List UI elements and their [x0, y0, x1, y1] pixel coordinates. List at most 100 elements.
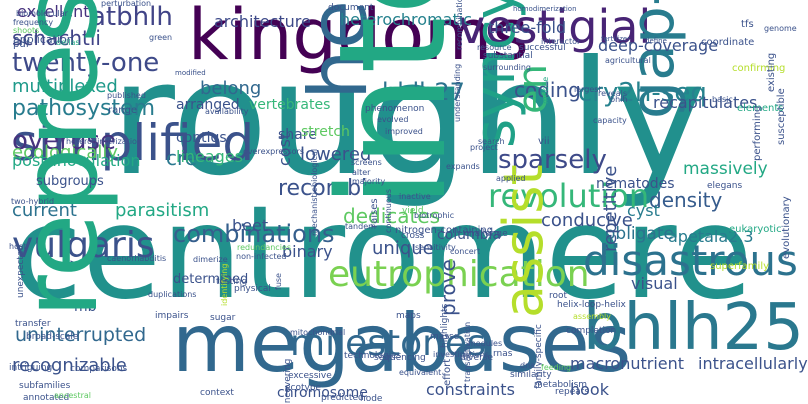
word-range: range	[108, 105, 138, 116]
word-host: host	[9, 242, 27, 251]
word-dellas: dellas	[56, 38, 80, 47]
word-perturbation: perturbation	[101, 0, 152, 8]
word-shoots: shoots	[13, 26, 40, 35]
word-cyst: cyst	[627, 201, 660, 220]
word-superfamily: superfamily	[710, 261, 770, 272]
word-applied: applied	[496, 174, 526, 183]
word-maps: maps	[396, 311, 421, 321]
word-assembly: assembly	[573, 312, 611, 321]
word-redundancies: redundancies	[237, 243, 292, 252]
word-impairs: impairs	[155, 311, 189, 321]
word-agricultural: agricultural	[605, 56, 651, 65]
word-reveals: reveals	[598, 89, 627, 98]
word-current: current	[12, 200, 77, 221]
word-helix-loop-helix: helix-loop-helix	[557, 300, 626, 310]
word-concert: concert	[450, 247, 481, 256]
word-constraints: constraints	[426, 380, 515, 399]
word-atbhlh: atbhlh	[90, 2, 173, 32]
word-inactive: inactive	[399, 192, 431, 201]
word-masse: masse	[430, 332, 460, 342]
word-columbia: columbia	[437, 227, 502, 243]
word-tfs: tfs	[741, 19, 754, 30]
word-elegans: elegans	[707, 181, 743, 191]
word-macronutrient: macronutrient	[570, 354, 685, 373]
word-vertebrates: vertebrates	[249, 97, 331, 113]
word-recapitulates: recapitulates	[653, 93, 758, 112]
word-confirming: confirming	[732, 63, 786, 74]
word-annotated: annotated	[23, 393, 70, 403]
word-arranged: arranged	[176, 97, 240, 113]
word-existing: existing	[766, 52, 777, 92]
word-pdf: pdf	[13, 39, 30, 50]
word-chromosome: chromosome	[277, 385, 368, 401]
word-basic: basic	[712, 95, 733, 104]
word-tandem: tandem	[345, 222, 376, 231]
word-post-inoculation: post-inoculation	[12, 151, 141, 170]
word-kingdoms: kingdoms	[188, 0, 529, 76]
word-repeats: repeats	[555, 387, 590, 397]
word-evolutionary: evolutionary	[781, 196, 792, 259]
word-vestigial: vestigial	[458, 0, 652, 54]
word-node: node	[360, 394, 383, 404]
word-beet: beet	[232, 216, 269, 235]
word-fuse: fuse	[274, 273, 283, 290]
word-architecture: architecture	[214, 12, 311, 31]
word-nitrogen-containing: nitrogen-containing	[395, 225, 494, 236]
word-surrounding: surrounding	[483, 63, 531, 72]
word-binary: binary	[282, 242, 333, 261]
word-subgroups: subgroups	[36, 174, 104, 189]
word-root: root	[549, 291, 568, 301]
word-define: define	[645, 37, 667, 45]
word-three-fold: three-fold	[488, 18, 567, 37]
word-published: published	[107, 91, 146, 100]
word-vii: vii	[538, 136, 550, 147]
word-similarity: similarity	[510, 370, 552, 380]
word-completion: completion	[566, 326, 617, 336]
word-ecotype: ecotype	[285, 383, 322, 393]
word-lowered: lowered	[300, 144, 372, 165]
word-overexpressors: overexpressors	[243, 147, 304, 156]
word-modified: modified	[175, 69, 206, 77]
word-genome: genome	[764, 24, 797, 33]
word-biomolecular: biomolecular	[16, 9, 68, 18]
word-modules: modules	[468, 339, 503, 348]
word-susceptible: susceptible	[776, 88, 787, 145]
word-expands: expands	[446, 162, 480, 171]
word-disastrous: disastrous	[583, 236, 798, 285]
word-sensitivity: sensitivity	[415, 243, 456, 252]
word-combinations: combinations	[173, 220, 335, 248]
word-testing: testing	[216, 277, 248, 287]
word-mitochondrial: mitochondrial	[290, 328, 346, 337]
word-massively: massively	[683, 159, 768, 179]
word-schachtii: schachtii	[12, 26, 101, 50]
word-highlights: highlights	[440, 303, 450, 348]
word-overuse: overuse	[12, 126, 116, 156]
word-two-hybrid: two-hybrid	[11, 197, 55, 206]
word-nematodes: nematodes	[596, 176, 675, 192]
word-effort: effort	[442, 358, 453, 386]
word-bhlh27: bhlh27	[382, 78, 465, 106]
word-vulgaris: vulgaris	[12, 225, 155, 266]
word-recombinase: recombinase	[278, 176, 420, 201]
word-bhlh: bhlh	[610, 95, 628, 104]
word-mobile: mobile	[541, 76, 550, 104]
word-challenge: challenge	[464, 229, 508, 239]
word-feeding: feeding	[541, 363, 572, 372]
word-eukaryotic: eukaryotic	[729, 224, 782, 235]
word-screens: screens	[351, 158, 382, 167]
word-transfer: transfer	[15, 319, 51, 329]
word-lineages: lineages	[176, 147, 244, 166]
word-cry2h-seq: cry2h-seq	[578, 78, 707, 108]
word-cross: cross	[401, 231, 425, 241]
word-performing: performing	[752, 105, 763, 161]
word-evolved: evolved	[377, 115, 409, 124]
word-mechanistic: mechanistic	[310, 187, 319, 236]
word-excessive: excessive	[288, 371, 332, 381]
word-intriguing: intriguing	[9, 363, 53, 373]
word-understanding: understanding	[453, 63, 462, 122]
word-belong: belong	[200, 78, 262, 99]
word-unique: unique	[372, 238, 434, 259]
word-apetala2-3: apetala2.3	[668, 227, 754, 246]
word-predicted: predicted	[321, 393, 364, 403]
